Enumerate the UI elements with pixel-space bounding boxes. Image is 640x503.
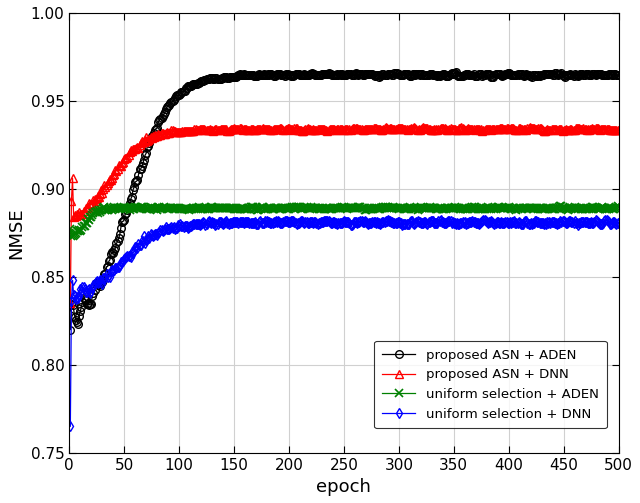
proposed ASN + DNN	[603, 126, 611, 132]
uniform selection + ADEN	[615, 204, 623, 210]
proposed ASN + ADEN	[603, 71, 611, 77]
uniform selection + DNN	[615, 220, 623, 226]
proposed ASN + DNN	[517, 126, 525, 132]
proposed ASN + DNN	[363, 126, 371, 132]
proposed ASN + ADEN	[615, 72, 623, 78]
proposed ASN + DNN	[615, 127, 623, 133]
proposed ASN + DNN	[67, 300, 74, 306]
proposed ASN + ADEN	[67, 326, 74, 332]
proposed ASN + ADEN	[452, 69, 460, 75]
uniform selection + DNN	[603, 217, 611, 223]
Line: uniform selection + ADEN: uniform selection + ADEN	[67, 202, 623, 239]
uniform selection + ADEN	[517, 206, 525, 212]
uniform selection + DNN	[516, 220, 524, 226]
uniform selection + ADEN	[328, 206, 336, 212]
Line: proposed ASN + DNN: proposed ASN + DNN	[67, 123, 623, 307]
uniform selection + DNN	[330, 219, 338, 225]
uniform selection + ADEN	[332, 205, 339, 211]
uniform selection + ADEN	[394, 205, 402, 211]
uniform selection + ADEN	[614, 203, 621, 209]
proposed ASN + DNN	[410, 124, 418, 130]
uniform selection + DNN	[327, 220, 335, 226]
proposed ASN + DNN	[330, 126, 338, 132]
uniform selection + DNN	[602, 217, 609, 223]
proposed ASN + ADEN	[517, 70, 525, 76]
Y-axis label: NMSE: NMSE	[7, 207, 25, 259]
uniform selection + ADEN	[67, 226, 74, 232]
proposed ASN + DNN	[327, 126, 335, 132]
proposed ASN + ADEN	[327, 71, 335, 77]
proposed ASN + ADEN	[330, 72, 338, 78]
proposed ASN + ADEN	[393, 70, 401, 76]
proposed ASN + DNN	[393, 126, 401, 132]
uniform selection + DNN	[363, 219, 371, 225]
uniform selection + ADEN	[68, 233, 76, 239]
Line: uniform selection + DNN: uniform selection + DNN	[67, 216, 623, 430]
uniform selection + ADEN	[364, 206, 372, 212]
Line: proposed ASN + ADEN: proposed ASN + ADEN	[67, 68, 623, 333]
uniform selection + DNN	[67, 423, 74, 429]
proposed ASN + ADEN	[363, 70, 371, 76]
uniform selection + DNN	[393, 220, 401, 226]
uniform selection + ADEN	[603, 206, 611, 212]
Legend: proposed ASN + ADEN, proposed ASN + DNN, uniform selection + ADEN, uniform selec: proposed ASN + ADEN, proposed ASN + DNN,…	[374, 341, 607, 429]
X-axis label: epoch: epoch	[317, 478, 371, 496]
